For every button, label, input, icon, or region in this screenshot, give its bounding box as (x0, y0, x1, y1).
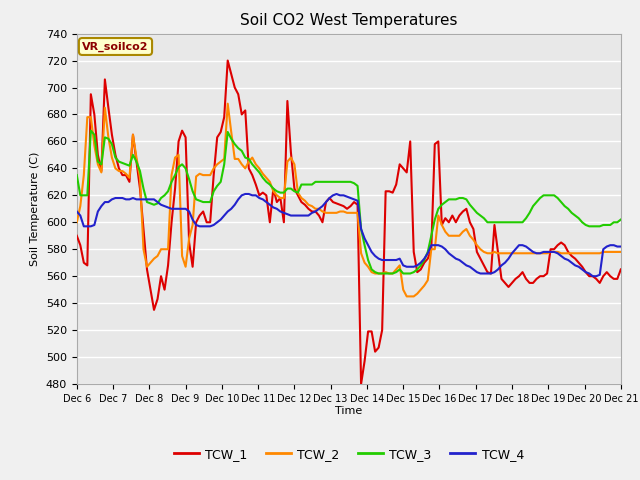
TCW_2 (280, 195, 288, 201)
TCW_4 (589, 273, 596, 279)
TCW_1 (456, 213, 463, 218)
TCW_1 (210, 172, 218, 178)
TCW_3 (73, 172, 81, 178)
TCW_2 (518, 251, 526, 256)
TCW_1 (73, 233, 81, 239)
TCW_4 (515, 242, 523, 248)
TCW_1 (617, 266, 625, 272)
X-axis label: Time: Time (335, 407, 362, 417)
TCW_2 (617, 249, 625, 255)
TCW_3 (213, 183, 221, 189)
Legend: TCW_1, TCW_2, TCW_3, TCW_4: TCW_1, TCW_2, TCW_3, TCW_4 (169, 443, 529, 466)
TCW_4 (73, 209, 81, 215)
Line: TCW_4: TCW_4 (77, 194, 621, 276)
Line: TCW_1: TCW_1 (77, 60, 621, 384)
TCW_1 (301, 202, 308, 208)
TCW_2 (301, 198, 308, 204)
Title: Soil CO2 West Temperatures: Soil CO2 West Temperatures (240, 13, 458, 28)
TCW_3 (375, 271, 383, 276)
TCW_2 (456, 233, 463, 239)
TCW_1 (518, 269, 526, 275)
TCW_3 (87, 128, 95, 133)
TCW_4 (210, 222, 218, 228)
TCW_1 (357, 381, 365, 387)
TCW_3 (403, 271, 410, 276)
TCW_1 (224, 58, 232, 63)
TCW_4 (617, 244, 625, 250)
TCW_2 (73, 219, 81, 225)
TCW_4 (399, 263, 407, 268)
TCW_1 (403, 169, 410, 175)
TCW_3 (280, 190, 288, 195)
TCW_2 (403, 293, 410, 300)
TCW_2 (224, 101, 232, 107)
Text: VR_soilco2: VR_soilco2 (82, 41, 148, 52)
TCW_1 (280, 219, 288, 225)
TCW_2 (399, 287, 407, 292)
TCW_2 (210, 166, 218, 171)
Line: TCW_2: TCW_2 (77, 104, 621, 296)
Y-axis label: Soil Temperature (C): Soil Temperature (C) (30, 152, 40, 266)
TCW_3 (456, 195, 463, 201)
TCW_4 (241, 191, 249, 197)
Line: TCW_3: TCW_3 (77, 131, 621, 274)
TCW_3 (301, 181, 308, 187)
TCW_4 (452, 256, 460, 262)
TCW_4 (280, 210, 288, 216)
TCW_4 (301, 213, 308, 218)
TCW_3 (518, 219, 526, 225)
TCW_3 (617, 216, 625, 222)
